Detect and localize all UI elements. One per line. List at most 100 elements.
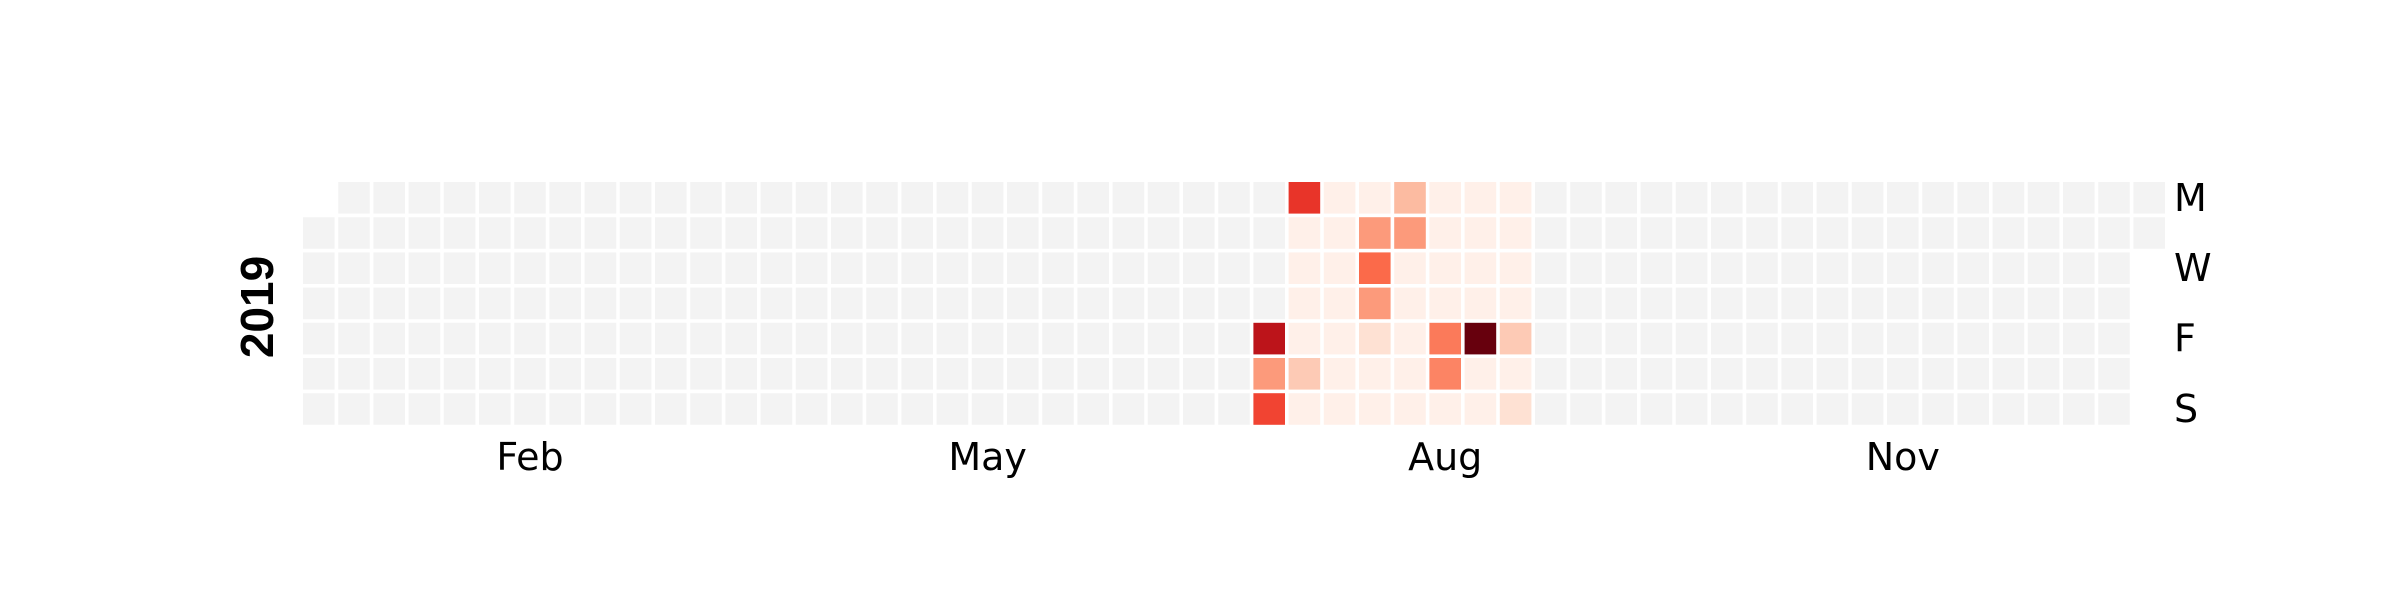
heatmap-cell-empty: [1183, 358, 1215, 390]
heatmap-cell-empty: [936, 217, 969, 249]
heatmap-cell-empty: [690, 322, 722, 355]
heatmap-cell-empty: [1147, 393, 1180, 425]
heatmap-cell-empty: [514, 252, 546, 284]
heatmap-cell: [1253, 393, 1285, 425]
heatmap-cell-empty: [2063, 182, 2095, 214]
heatmap-cell-empty: [1605, 322, 1637, 355]
heatmap-cell-empty: [1183, 287, 1215, 320]
heatmap-cell-empty: [619, 182, 652, 214]
heatmap-cell-empty: [971, 393, 1004, 425]
heatmap-cell-empty: [725, 322, 757, 355]
heatmap-cell-empty: [2098, 287, 2130, 320]
heatmap-cell-empty: [549, 217, 581, 249]
heatmap-cell-empty: [2133, 217, 2165, 249]
heatmap-cells: [303, 182, 2165, 425]
heatmap-cell-empty: [901, 217, 933, 249]
heatmap-cell-empty: [971, 322, 1004, 355]
heatmap-cell-empty: [1077, 322, 1109, 355]
heatmap-cell-empty: [1851, 252, 1884, 284]
heatmap-cell-empty: [1957, 217, 1989, 249]
heatmap-cell-empty: [1816, 287, 1849, 320]
heatmap-cell-empty: [1887, 393, 1919, 425]
heatmap-cell-empty: [2133, 182, 2165, 214]
heatmap-cell-empty: [1570, 393, 1602, 425]
heatmap-cell: [1394, 217, 1426, 249]
heatmap-cell-empty: [760, 393, 793, 425]
heatmap-cell-empty: [584, 252, 617, 284]
year-label: 2019: [231, 256, 283, 358]
heatmap-cell: [1359, 217, 1391, 249]
heatmap-cell-empty: [2063, 287, 2095, 320]
heatmap-cell-empty: [1112, 393, 1145, 425]
heatmap-cell-empty: [2098, 393, 2130, 425]
heatmap-cell-empty: [1042, 217, 1074, 249]
heatmap-cell-empty: [760, 287, 793, 320]
heatmap-cell-empty: [338, 358, 370, 390]
heatmap-cell-empty: [901, 393, 933, 425]
heatmap-cell-empty: [1042, 358, 1074, 390]
heatmap-cell-empty: [1147, 358, 1180, 390]
heatmap-cell-empty: [2027, 252, 2060, 284]
heatmap-cell-empty: [1253, 182, 1285, 214]
heatmap-cell-empty: [1183, 393, 1215, 425]
heatmap-cell-empty: [725, 393, 757, 425]
heatmap-cell: [1429, 252, 1461, 284]
heatmap-cell-empty: [1781, 182, 1813, 214]
heatmap-cell-empty: [443, 322, 476, 355]
heatmap-cell-empty: [549, 287, 581, 320]
heatmap-cell-empty: [1675, 217, 1708, 249]
heatmap-cell: [1359, 182, 1391, 214]
heatmap-cell-empty: [1746, 322, 1778, 355]
heatmap-cell-empty: [1183, 252, 1215, 284]
heatmap-cell-empty: [1112, 322, 1145, 355]
heatmap-cell-empty: [619, 252, 652, 284]
heatmap-cell-empty: [1746, 393, 1778, 425]
heatmap-cell-empty: [1640, 287, 1673, 320]
heatmap-cell-empty: [1042, 393, 1074, 425]
heatmap-cell-empty: [479, 393, 511, 425]
heatmap-cell: [1253, 322, 1285, 355]
heatmap-cell: [1429, 217, 1461, 249]
heatmap-cell-empty: [373, 358, 405, 390]
heatmap-cell-empty: [1922, 393, 1954, 425]
heatmap-cell-empty: [479, 322, 511, 355]
heatmap-cell-empty: [1816, 358, 1849, 390]
heatmap-cell-empty: [1816, 322, 1849, 355]
heatmap-cell-empty: [971, 358, 1004, 390]
heatmap-cell: [1499, 287, 1532, 320]
heatmap-cell-empty: [1218, 217, 1250, 249]
heatmap-cell-empty: [479, 217, 511, 249]
heatmap-cell-empty: [655, 217, 687, 249]
heatmap-cell-empty: [1253, 287, 1285, 320]
heatmap-cell-empty: [1253, 217, 1285, 249]
heatmap-cell-empty: [866, 252, 898, 284]
heatmap-cell-empty: [2027, 287, 2060, 320]
weekday-tick-label: M: [2174, 176, 2207, 220]
heatmap-cell-empty: [1640, 322, 1673, 355]
heatmap-cell-empty: [1957, 358, 1989, 390]
heatmap-cell-empty: [1077, 252, 1109, 284]
heatmap-cell-empty: [2098, 252, 2130, 284]
heatmap-cell: [1394, 358, 1426, 390]
heatmap-cell-empty: [831, 217, 863, 249]
heatmap-cell-empty: [619, 217, 652, 249]
heatmap-cell-empty: [619, 358, 652, 390]
heatmap-cell-empty: [1711, 182, 1743, 214]
heatmap-cell: [1288, 252, 1321, 284]
heatmap-cell-empty: [1112, 217, 1145, 249]
heatmap-cell-empty: [1711, 252, 1743, 284]
heatmap-cell-empty: [1887, 287, 1919, 320]
heatmap-cell-empty: [1887, 182, 1919, 214]
month-tick-label: Aug: [1408, 435, 1482, 479]
heatmap-cell-empty: [725, 217, 757, 249]
heatmap-cell-empty: [760, 358, 793, 390]
heatmap-cell-empty: [1992, 287, 2025, 320]
heatmap-cell-empty: [1253, 252, 1285, 284]
heatmap-cell-empty: [1535, 252, 1567, 284]
heatmap-cell-empty: [690, 252, 722, 284]
heatmap-cell-empty: [1570, 358, 1602, 390]
heatmap-cell-empty: [373, 393, 405, 425]
heatmap-cell-empty: [2027, 322, 2060, 355]
heatmap-cell-empty: [2098, 217, 2130, 249]
heatmap-cell-empty: [443, 358, 476, 390]
